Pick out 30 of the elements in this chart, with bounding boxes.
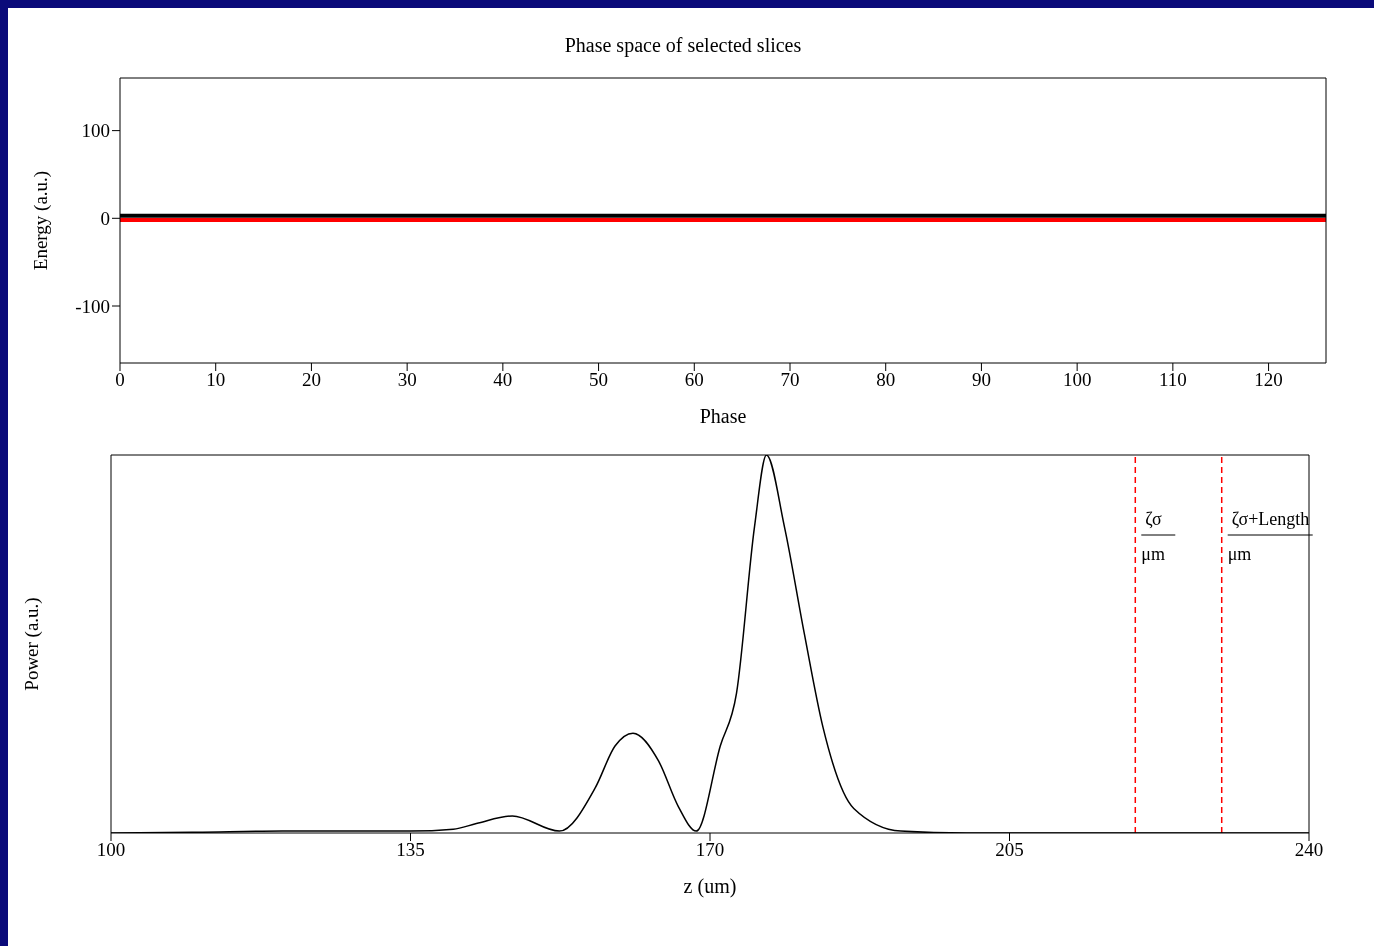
x-tick-label: 20 bbox=[301, 369, 321, 391]
y-axis-title: Energy (a.u.) bbox=[29, 170, 52, 271]
x-tick-label: 170 bbox=[695, 839, 725, 861]
ref-line-label: ζσ bbox=[1145, 509, 1163, 529]
x-tick-label: 100 bbox=[96, 839, 126, 861]
y-tick-label: 100 bbox=[81, 120, 110, 142]
x-tick-label: 40 bbox=[493, 369, 513, 391]
x-tick-label: 100 bbox=[1062, 369, 1092, 391]
x-tick-label: 80 bbox=[876, 369, 896, 391]
y-tick-label: 0 bbox=[100, 208, 110, 230]
x-axis-title: z (um) bbox=[683, 875, 737, 898]
y-axis-title: Power (a.u.) bbox=[20, 597, 43, 691]
x-tick-label: 10 bbox=[206, 369, 226, 391]
y-tick-label: -100 bbox=[75, 295, 110, 317]
x-axis-title: Phase bbox=[699, 405, 747, 427]
annotation: μm bbox=[1141, 543, 1165, 564]
x-tick-label: 120 bbox=[1254, 369, 1283, 391]
x-tick-label: 50 bbox=[589, 369, 609, 391]
annotation: μm bbox=[1227, 543, 1252, 564]
chart-title: Phase space of selected slices bbox=[563, 34, 803, 57]
x-tick-label: 240 bbox=[1294, 839, 1324, 861]
x-tick-label: 60 bbox=[684, 369, 704, 391]
ref-line-label: ζσ+Length bbox=[1231, 509, 1310, 529]
x-tick-label: 135 bbox=[396, 839, 425, 861]
x-tick-label: 90 bbox=[971, 369, 991, 391]
x-tick-label: 0 bbox=[115, 369, 125, 391]
x-tick-label: 30 bbox=[397, 369, 417, 391]
x-tick-label: 205 bbox=[995, 839, 1024, 861]
x-tick-label: 70 bbox=[780, 369, 800, 391]
x-tick-label: 110 bbox=[1158, 369, 1187, 391]
